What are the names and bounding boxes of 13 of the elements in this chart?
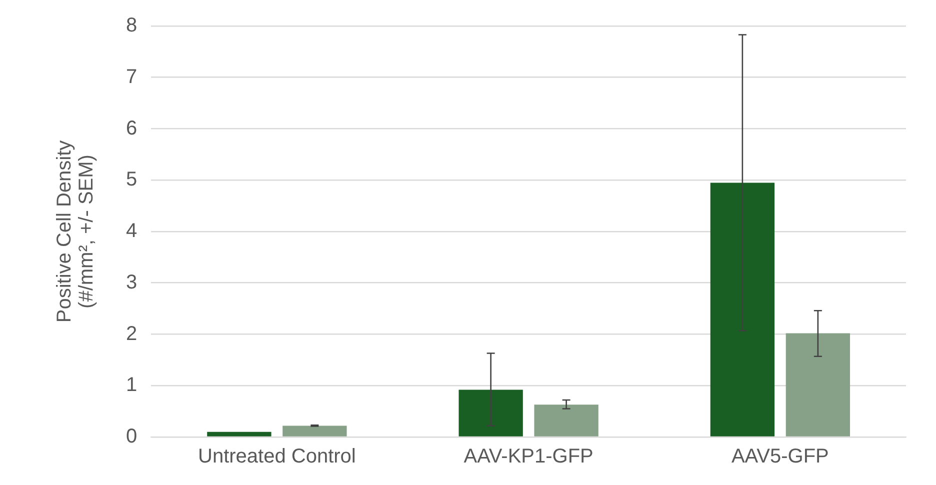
y-tick-label: 4 — [126, 220, 138, 242]
y-axis-title: Positive Cell Density (#/mm², +/- SEM) — [54, 140, 98, 323]
x-tick-label: Untreated Control — [198, 446, 356, 468]
y-tick-label: 7 — [126, 66, 138, 88]
y-tick-label: 2 — [126, 322, 138, 345]
x-tick-label: AAV-KP1-GFP — [464, 446, 594, 468]
y-tick-label: 8 — [126, 14, 138, 37]
x-tick-label: AAV5-GFP — [731, 446, 829, 468]
y-tick-label: 0 — [126, 426, 138, 448]
y-tick-label: 1 — [126, 374, 138, 396]
y-tick-label: 5 — [126, 168, 138, 191]
y-tick-label: 3 — [126, 271, 138, 294]
y-tick-label: 6 — [126, 117, 138, 140]
